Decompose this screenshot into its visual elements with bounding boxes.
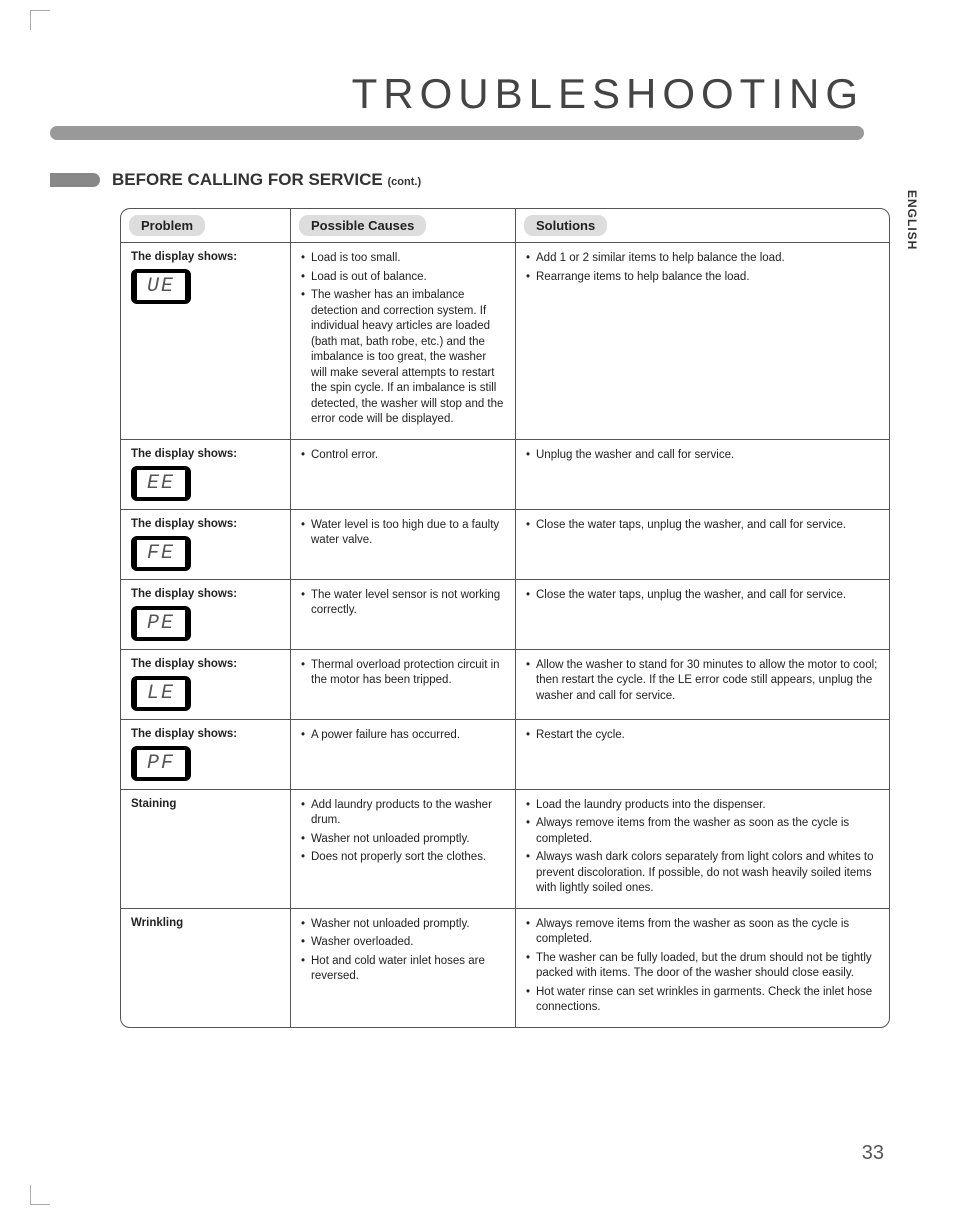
table-row: The display shows:UELoad is too small.Lo… [121,243,889,440]
problem-label: The display shows: [131,728,280,740]
table-row: Staining Add laundry products to the wash… [121,790,889,909]
causes-cell: The water level sensor is not working co… [291,580,516,649]
crop-mark [30,1185,50,1205]
solution-item: Add 1 or 2 similar items to help balance… [526,251,879,267]
cause-item: Water level is too high due to a faulty … [301,518,505,549]
troubleshooting-table: Problem Possible Causes Solutions The di… [120,208,890,1028]
table-row: The display shows: PE The water level sens… [121,580,889,650]
section-title-text: BEFORE CALLING FOR SERVICE [112,170,383,189]
causes-cell: Thermal overload protection circuit in t… [291,650,516,719]
cause-item: Washer not unloaded promptly. [301,832,505,848]
page-title: TROUBLESHOOTING [60,70,864,118]
causes-cell: Control error. [291,440,516,509]
table-row: WrinklingWasher not unloaded promptly.Wa… [121,909,889,1027]
solutions-cell: Close the water taps, unplug the washer,… [516,580,889,649]
solutions-cell: Unplug the washer and call for service. [516,440,889,509]
solution-item: Unplug the washer and call for service. [526,448,879,464]
error-code: LE [137,680,185,707]
problem-cell: The display shows: UE [121,243,291,439]
problem-cell: The display shows: PF [121,720,291,789]
section-header: BEFORE CALLING FOR SERVICE (cont.) [60,170,894,190]
page-number: 33 [862,1142,884,1165]
problem-label: Staining [131,798,280,810]
th-causes: Possible Causes [291,209,516,242]
problem-cell: Wrinkling [121,909,291,1027]
solution-item: Always wash dark colors separately from … [526,850,879,897]
cause-item: Washer overloaded. [301,935,505,951]
solution-item: Allow the washer to stand for 30 minutes… [526,658,879,705]
title-bar [50,126,864,140]
cause-item: Does not properly sort the clothes. [301,850,505,866]
solution-item: Rearrange items to help balance the load… [526,270,879,286]
problem-label: The display shows: [131,448,280,460]
problem-cell: The display shows: PE [121,580,291,649]
solution-item: Restart the cycle. [526,728,879,744]
error-code-badge: PE [131,606,191,641]
cause-item: A power failure has occurred. [301,728,505,744]
solutions-cell: Load the laundry products into the dispe… [516,790,889,908]
error-code-badge: FE [131,536,191,571]
error-code: FE [137,540,185,567]
problem-label: The display shows: [131,588,280,600]
language-tab: ENGLISH [905,190,919,250]
solution-item: The washer can be fully loaded, but the … [526,951,879,982]
solutions-cell: Allow the washer to stand for 30 minutes… [516,650,889,719]
th-problem: Problem [121,209,291,242]
section-cont: (cont.) [388,176,422,188]
error-code-badge: LE [131,676,191,711]
cause-item: Washer not unloaded promptly. [301,917,505,933]
cause-item: The washer has an imbalance detection an… [301,288,505,428]
section-title: BEFORE CALLING FOR SERVICE (cont.) [112,170,421,190]
cause-item: Load is out of balance. [301,270,505,286]
cause-item: Thermal overload protection circuit in t… [301,658,505,689]
th-solutions: Solutions [516,209,889,242]
error-code: PE [137,610,185,637]
solution-item: Always remove items from the washer as s… [526,816,879,847]
cause-item: Hot and cold water inlet hoses are rever… [301,954,505,985]
error-code: PF [137,750,185,777]
solution-item: Load the laundry products into the dispe… [526,798,879,814]
problem-label: Wrinkling [131,917,280,929]
error-code: EE [137,470,185,497]
solution-item: Close the water taps, unplug the washer,… [526,518,879,534]
table-row: The display shows: PF A power failure has … [121,720,889,790]
causes-cell: A power failure has occurred. [291,720,516,789]
error-code-badge: UE [131,269,191,304]
causes-cell: Water level is too high due to a faulty … [291,510,516,579]
table-header: Problem Possible Causes Solutions [121,209,889,243]
solutions-cell: Restart the cycle. [516,720,889,789]
solution-item: Close the water taps, unplug the washer,… [526,588,879,604]
problem-label: The display shows: [131,658,280,670]
problem-label: The display shows: [131,518,280,530]
cause-item: Control error. [301,448,505,464]
cause-item: The water level sensor is not working co… [301,588,505,619]
cause-item: Add laundry products to the washer drum. [301,798,505,829]
solutions-cell: Add 1 or 2 similar items to help balance… [516,243,889,439]
solution-item: Always remove items from the washer as s… [526,917,879,948]
table-row: The display shows: EE Control error. Unplug… [121,440,889,510]
cause-item: Load is too small. [301,251,505,267]
solution-item: Hot water rinse can set wrinkles in garm… [526,985,879,1016]
causes-cell: Load is too small. Load is out of balance… [291,243,516,439]
causes-cell: Washer not unloaded promptly. Washer over… [291,909,516,1027]
solutions-cell: Close the water taps, unplug the washer,… [516,510,889,579]
problem-cell: The display shows: EE [121,440,291,509]
error-code-badge: EE [131,466,191,501]
table-row: The display shows: FE Water level is too h… [121,510,889,580]
crop-mark [30,10,50,30]
table-row: The display shows: LE Thermal overload pro… [121,650,889,720]
causes-cell: Add laundry products to the washer drum.… [291,790,516,908]
error-code-badge: PF [131,746,191,781]
solutions-cell: Always remove items from the washer as s… [516,909,889,1027]
problem-cell: The display shows: LE [121,650,291,719]
problem-label: The display shows: [131,251,280,263]
problem-cell: The display shows: FE [121,510,291,579]
error-code: UE [137,273,185,300]
problem-cell: Staining [121,790,291,908]
section-bullet [50,173,100,187]
